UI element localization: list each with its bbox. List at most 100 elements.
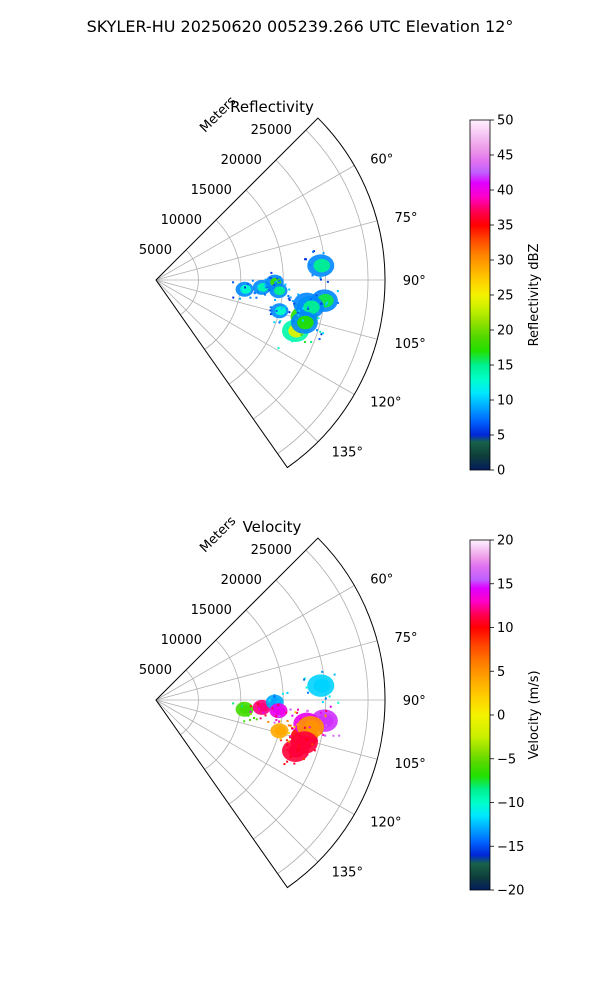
range-tick-label: 5000 [139,243,172,258]
echo-core [313,258,331,273]
azimuth-tick-label: 60° [370,573,393,588]
echo-speckle [270,290,273,293]
echo-speckle [269,309,272,312]
echo-speckle [326,280,329,283]
echo-speckle [303,677,306,680]
colorbar-tick-label: 40 [497,184,514,199]
echo-speckle [249,296,252,299]
echo-speckle [232,296,235,299]
colorbar-tick-label: −10 [497,796,524,811]
range-tick-label: 5000 [139,663,172,678]
azimuth-gridline [155,640,378,701]
echo-speckle [311,274,314,277]
range-ring [204,639,242,770]
velocity-panel: Velocity 5000 10000 15000 20000 25000 60° 75° 90… [139,514,542,899]
echo-speckle [273,721,276,724]
echo-speckle [257,285,260,288]
echo-speckle [268,289,271,292]
colorbar-tick-label: 15 [497,577,514,592]
echo-speckle [267,720,270,723]
echo-speckle [240,289,243,292]
chart-title: Velocity [243,518,302,536]
range-tick-label: 15000 [191,603,232,618]
echo-speckle [270,271,273,274]
echo-speckle [291,300,294,303]
radar-echo [269,703,292,724]
colorbar-label: Velocity (m/s) [527,670,542,759]
echo-speckle [305,686,308,689]
echo-speckle [303,678,306,681]
echo-speckle [275,280,278,283]
echo-core [274,306,286,316]
echo-speckle [286,719,289,722]
echo-speckle [322,252,325,255]
echo-speckle [305,738,308,741]
echo-speckle [281,692,284,695]
echo-speckle [287,297,290,300]
echo-speckle [302,758,305,761]
range-ring [204,219,242,350]
echo-speckle [306,753,309,756]
echo-speckle [241,705,244,708]
echo-speckle [294,318,297,321]
echo-speckle [243,286,246,289]
echo-speckle [332,734,335,737]
azimuth-tick-label: 75° [394,631,417,646]
echo-speckle [309,263,312,266]
echo-speckle [297,745,300,748]
echo-speckle [305,726,308,729]
echo-speckle [325,303,328,306]
echo-speckle [253,292,256,295]
echo-speckle [325,709,328,712]
echo-speckle [279,738,282,741]
echo-speckle [249,705,252,708]
azimuth-tick-label: 90° [403,694,426,709]
colorbar-tick-label: 15 [497,359,514,374]
radar-echo [285,726,318,758]
echo-speckle [297,708,300,711]
echo-speckle [316,733,319,736]
echo-speckle [284,305,287,308]
echo-speckle [278,279,281,282]
echo-speckle [278,321,281,324]
echo-speckle [306,306,309,309]
echo-speckle [289,724,292,727]
azimuth-gridline [155,699,355,815]
echo-core [274,286,286,296]
echo-speckle [256,702,259,705]
echo-speckle [324,715,327,718]
echo-speckle [285,711,288,714]
echo-speckle [269,313,272,316]
echo-speckle [300,333,303,336]
radar-echo [303,670,340,704]
echo-speckle [255,296,258,299]
echo-speckle [288,299,291,302]
echo-speckle [287,724,290,727]
echo-speckle [268,699,271,702]
colorbar-tick-label: 35 [497,219,514,234]
echo-speckle [251,279,254,282]
echo-core [240,284,252,294]
echo-speckle [264,278,267,281]
echo-speckle [304,726,307,729]
echo-speckle [232,281,235,284]
echo-speckle [328,695,331,698]
azimuth-tick-label: 75° [394,211,417,226]
sector-outline [155,117,386,469]
echo-speckle [276,277,279,280]
colorbar-tick-label: 25 [497,289,514,304]
echo-speckle [320,711,323,714]
echo-speckle [336,301,339,304]
echo-speckle [302,307,305,310]
echo-speckle [324,697,327,700]
echo-speckle [303,340,306,343]
echo-speckle [269,277,272,280]
echo-speckle [249,713,252,716]
echo-speckle [314,715,317,718]
echo-speckle [282,726,285,729]
reflectivity-panel: Reflectivity 5000 10000 15000 20000 25000 60° 7… [139,94,542,479]
range-ring [180,669,199,736]
radar-echo [265,279,292,301]
echo-speckle [313,749,316,752]
echo-speckle [296,711,299,714]
